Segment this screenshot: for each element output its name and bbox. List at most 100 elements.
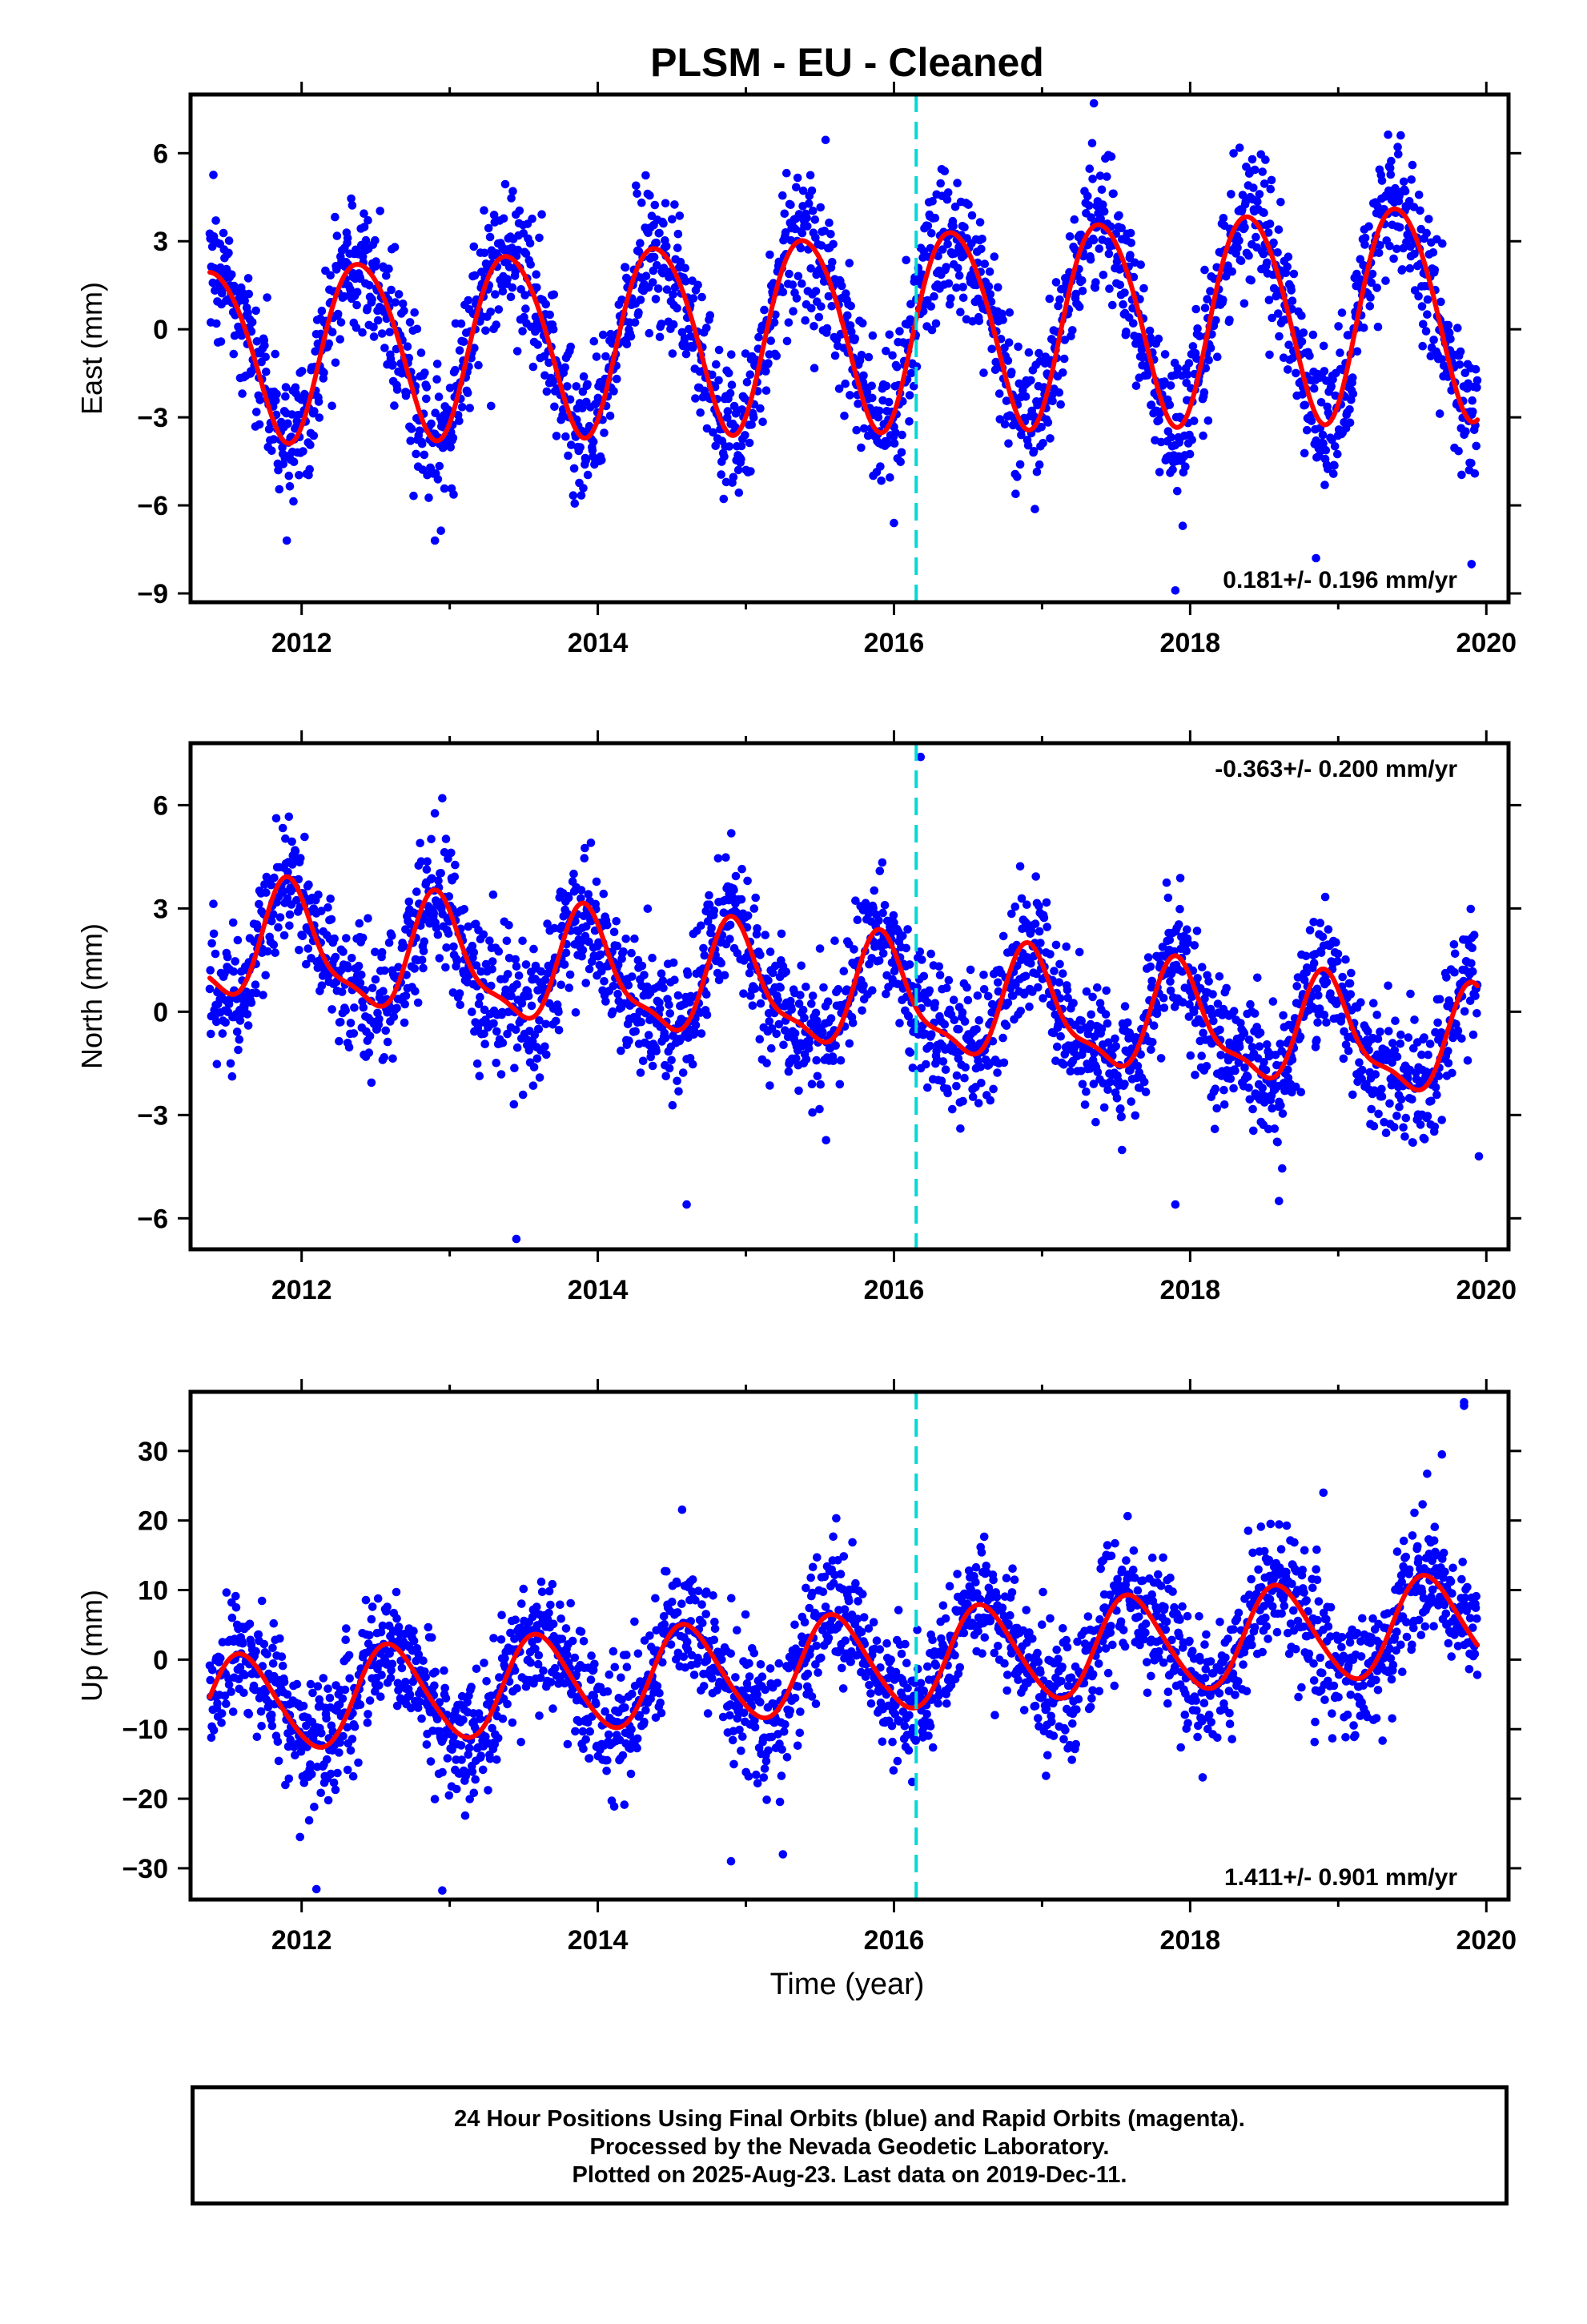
data-point bbox=[893, 363, 902, 372]
data-point bbox=[645, 328, 654, 338]
data-point bbox=[952, 283, 961, 292]
data-point bbox=[469, 947, 479, 957]
data-point bbox=[657, 969, 666, 978]
data-point bbox=[1296, 1032, 1305, 1041]
data-point bbox=[804, 199, 814, 208]
data-point bbox=[1253, 973, 1262, 983]
data-point bbox=[548, 324, 558, 334]
data-point bbox=[1365, 302, 1375, 311]
data-point bbox=[487, 981, 496, 991]
data-point bbox=[826, 1014, 836, 1023]
data-point bbox=[919, 971, 929, 981]
data-point bbox=[267, 446, 276, 456]
data-point bbox=[497, 1007, 507, 1017]
data-point bbox=[1143, 953, 1153, 962]
data-point bbox=[235, 1663, 245, 1672]
data-point bbox=[561, 432, 570, 441]
x-tick-label: 2020 bbox=[1456, 1275, 1517, 1305]
data-point bbox=[1345, 418, 1355, 428]
data-point bbox=[291, 1751, 299, 1760]
data-point bbox=[218, 1029, 227, 1038]
data-point bbox=[874, 956, 884, 965]
data-point bbox=[613, 989, 622, 999]
data-point bbox=[1271, 1051, 1280, 1059]
data-point bbox=[964, 200, 973, 209]
data-point bbox=[480, 1029, 488, 1039]
data-point bbox=[532, 270, 540, 279]
data-point bbox=[1384, 1027, 1393, 1035]
data-point bbox=[1273, 1137, 1282, 1147]
data-point bbox=[667, 1055, 676, 1065]
data-point bbox=[599, 889, 609, 899]
data-point bbox=[567, 440, 576, 449]
data-point bbox=[1210, 1124, 1219, 1134]
data-point bbox=[1063, 993, 1072, 1003]
data-point bbox=[470, 344, 479, 352]
data-point bbox=[857, 443, 866, 452]
data-point bbox=[346, 1019, 356, 1027]
data-point bbox=[313, 963, 323, 972]
data-point bbox=[993, 1068, 1002, 1077]
data-point bbox=[342, 1624, 351, 1633]
data-point bbox=[278, 1661, 287, 1671]
data-point bbox=[588, 446, 597, 455]
data-point bbox=[209, 1726, 219, 1735]
data-point bbox=[317, 981, 327, 990]
data-point bbox=[1031, 505, 1039, 513]
data-point bbox=[1392, 1052, 1402, 1061]
data-point bbox=[786, 200, 795, 209]
data-point bbox=[1126, 228, 1135, 238]
data-point bbox=[339, 947, 348, 956]
data-point bbox=[326, 271, 335, 280]
data-point bbox=[956, 308, 965, 317]
data-point bbox=[1239, 299, 1249, 308]
data-point bbox=[1393, 143, 1402, 151]
data-point bbox=[1016, 1007, 1025, 1015]
y-axis-label: East (mm) bbox=[75, 282, 108, 415]
data-point bbox=[1364, 1027, 1372, 1036]
data-point bbox=[1175, 904, 1184, 914]
data-point bbox=[1101, 1010, 1111, 1019]
data-point bbox=[403, 342, 412, 352]
data-point bbox=[227, 1687, 235, 1696]
data-point bbox=[206, 966, 215, 975]
data-point bbox=[373, 316, 383, 325]
data-point bbox=[352, 300, 361, 310]
data-point bbox=[705, 900, 714, 909]
data-point bbox=[358, 933, 368, 943]
data-point bbox=[260, 341, 269, 350]
data-point bbox=[295, 946, 303, 955]
data-point bbox=[357, 971, 366, 979]
data-point bbox=[1373, 1050, 1382, 1059]
data-point bbox=[283, 1690, 292, 1699]
data-point bbox=[269, 435, 279, 444]
data-point bbox=[441, 834, 451, 843]
data-point bbox=[535, 1016, 544, 1025]
outlier-point bbox=[282, 536, 291, 545]
data-point bbox=[1324, 925, 1333, 934]
data-point bbox=[1023, 900, 1031, 909]
data-point bbox=[836, 1055, 846, 1065]
data-point bbox=[1191, 304, 1200, 314]
data-point bbox=[751, 893, 760, 903]
data-point bbox=[209, 171, 218, 179]
data-point bbox=[261, 352, 271, 362]
data-point bbox=[400, 1018, 409, 1027]
data-point bbox=[906, 1048, 915, 1057]
data-point bbox=[1203, 416, 1213, 425]
data-point bbox=[227, 1072, 237, 1081]
data-point bbox=[245, 1619, 255, 1629]
data-point bbox=[303, 944, 313, 953]
data-point bbox=[802, 983, 810, 991]
data-point bbox=[658, 976, 668, 985]
data-point bbox=[1233, 243, 1242, 252]
data-point bbox=[1206, 287, 1215, 296]
data-point bbox=[1002, 1021, 1011, 1030]
data-point bbox=[1434, 1072, 1444, 1080]
data-point bbox=[216, 337, 226, 346]
data-point bbox=[1430, 1122, 1440, 1132]
data-point bbox=[1385, 163, 1395, 173]
data-point bbox=[304, 1815, 314, 1825]
data-point bbox=[729, 472, 738, 482]
data-point bbox=[1431, 1027, 1440, 1037]
